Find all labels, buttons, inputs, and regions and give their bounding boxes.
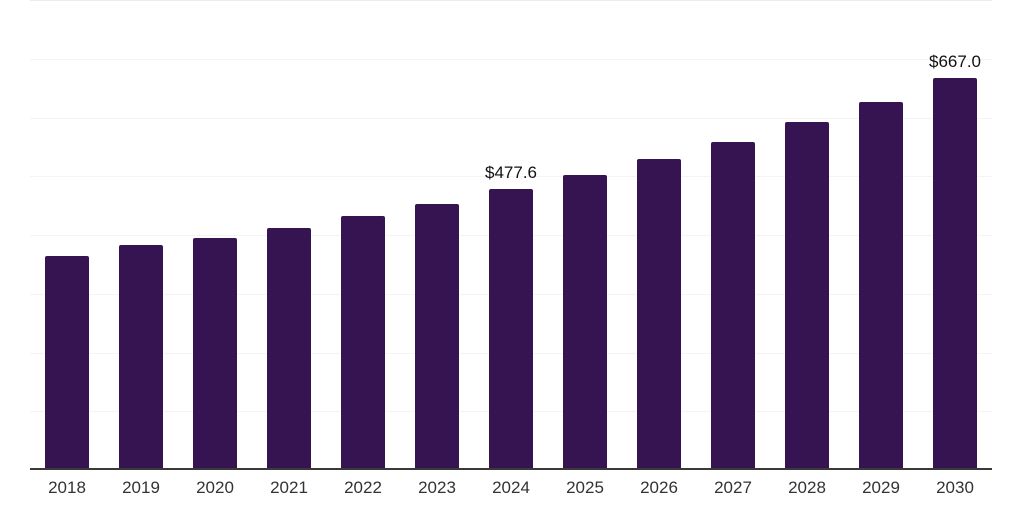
bar-2025: [563, 175, 607, 468]
x-tick-label-2027: 2027: [714, 478, 752, 497]
bar-group-2025: [548, 0, 622, 470]
bar-2021: [267, 228, 311, 468]
x-tick-label-2023: 2023: [418, 478, 456, 497]
bar-2026: [637, 159, 681, 468]
bar-group-2023: [400, 0, 474, 470]
bar-2023: [415, 203, 459, 468]
gridline: [30, 176, 992, 178]
bar-group-2021: [252, 0, 326, 470]
bar-value-label-2024: $477.6: [485, 163, 537, 183]
bar-value-label-2030: $667.0: [929, 52, 981, 72]
x-tick-label-2021: 2021: [270, 478, 308, 497]
x-tick-label-2022: 2022: [344, 478, 382, 497]
x-tick-label-2018: 2018: [48, 478, 86, 497]
bar-2022: [341, 215, 385, 468]
bar-2019: [119, 245, 163, 468]
bar-2030: [933, 78, 977, 468]
x-tick-label-2029: 2029: [862, 478, 900, 497]
bar-2020: [193, 237, 237, 468]
bar-group-2019: [104, 0, 178, 470]
x-tick-label-2028: 2028: [788, 478, 826, 497]
gridline: [30, 0, 992, 1]
bars-container: $477.6 $667.0: [30, 0, 992, 470]
bar-group-2020: [178, 0, 252, 470]
gridline: [30, 58, 992, 60]
bar-2018: [45, 255, 89, 468]
bar-group-2026: [622, 0, 696, 470]
bar-group-2024: $477.6: [474, 0, 548, 470]
x-tick-label-2026: 2026: [640, 478, 678, 497]
gridline: [30, 117, 992, 119]
x-axis-line: [30, 468, 992, 470]
x-tick-label-2030: 2030: [936, 478, 974, 497]
bar-group-2028: [770, 0, 844, 470]
bar-group-2027: [696, 0, 770, 470]
bar-group-2022: [326, 0, 400, 470]
bar-2029: [859, 101, 903, 468]
x-axis-labels: 2018 2019 2020 2021 2022 2023 2024 2025 2026 2027…: [30, 478, 992, 498]
bar-group-2029: [844, 0, 918, 470]
x-tick-label-2024: 2024: [492, 478, 530, 497]
bar-2027: [711, 141, 755, 468]
x-tick-label-2020: 2020: [196, 478, 234, 497]
bar-group-2030: $667.0: [918, 0, 992, 470]
bar-group-2018: [30, 0, 104, 470]
x-tick-label-2025: 2025: [566, 478, 604, 497]
bar-2024: [489, 189, 533, 468]
plot-area: $477.6 $667.0: [30, 0, 992, 470]
bar-2028: [785, 122, 829, 468]
x-tick-label-2019: 2019: [122, 478, 160, 497]
